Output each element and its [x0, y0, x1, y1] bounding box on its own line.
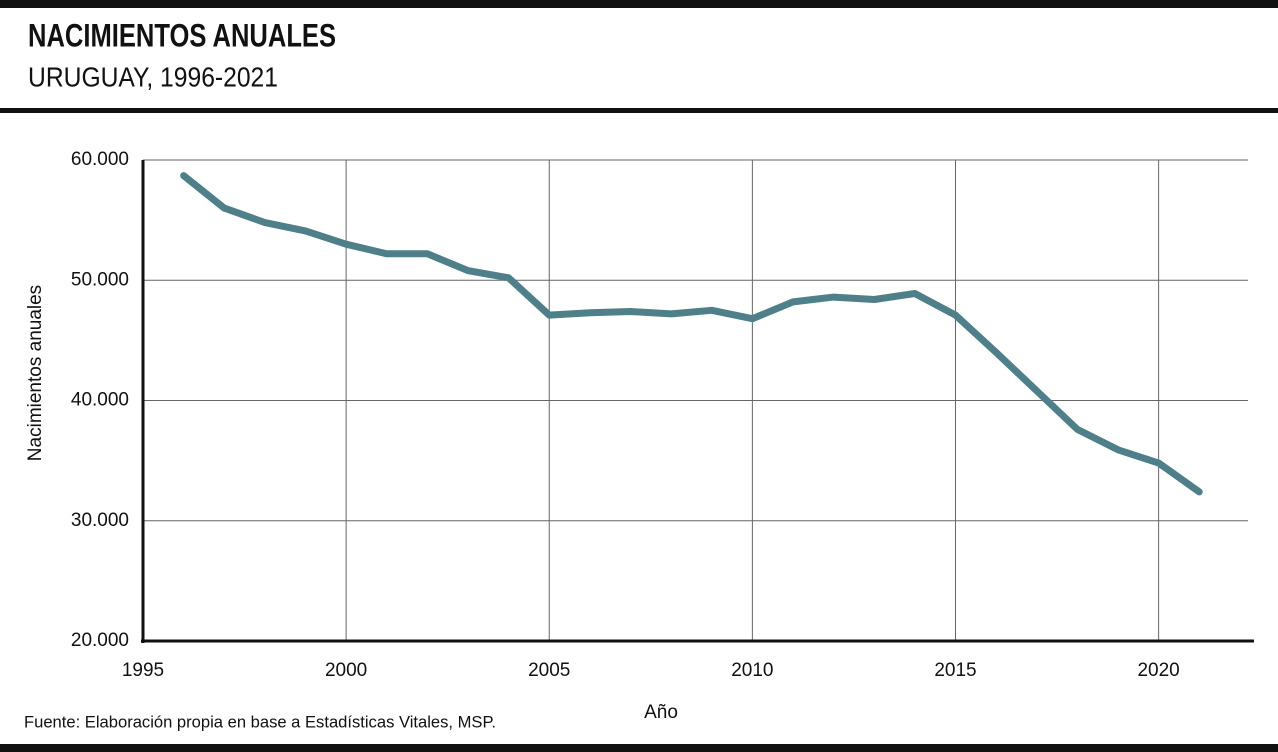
header-rule — [0, 108, 1278, 113]
x-axis-label: Año — [644, 702, 678, 723]
y-tick-label: 60.000 — [71, 149, 129, 170]
y-tick-label: 50.000 — [71, 269, 129, 290]
y-tick-label: 40.000 — [71, 390, 129, 411]
data-line — [180, 172, 1203, 496]
x-tick-label: 2015 — [934, 660, 976, 681]
top-bar — [0, 0, 1278, 8]
y-tick-label: 30.000 — [71, 510, 129, 531]
x-tick-label: 2005 — [528, 660, 570, 681]
chart-title: NACIMIENTOS ANUALES — [28, 17, 336, 53]
chart-subtitle: URUGUAY, 1996-2021 — [28, 61, 278, 92]
x-tick-label: 2000 — [325, 660, 367, 681]
x-tick-label: 2010 — [731, 660, 773, 681]
x-tick-label: 1995 — [122, 660, 164, 681]
source-note: Fuente: Elaboración propia en base a Est… — [24, 712, 496, 731]
y-tick-label: 20.000 — [71, 630, 129, 651]
x-tick-label: 2020 — [1137, 660, 1179, 681]
y-axis-label: Nacimientos anuales — [25, 285, 46, 461]
bottom-bar — [0, 744, 1278, 752]
